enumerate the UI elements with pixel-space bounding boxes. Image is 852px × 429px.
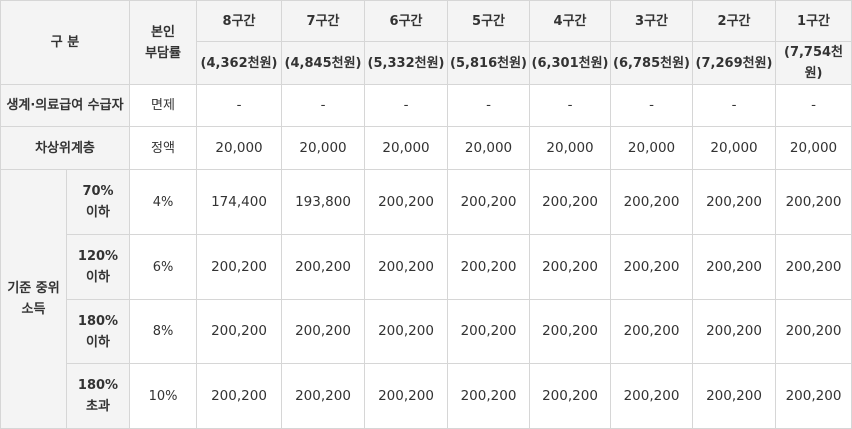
value-cell: - [447,84,531,127]
value-cell: 200,200 [775,169,852,235]
rate-cell: 면제 [129,84,198,127]
bracket-label: 5구간 [447,0,531,42]
value-cell: - [775,84,852,127]
bracket-amount: (7,754천원) [775,41,852,85]
value-cell: - [281,84,366,127]
row-label: 생계·의료급여 수급자 [0,84,131,127]
value-cell: - [610,84,694,127]
value-cell: 200,200 [447,234,531,300]
bracket-label: 3구간 [610,0,694,42]
table-row-income-70: 기준 중위 소득 70% 이하 4% 174,400 193,800 200,2… [0,169,852,429]
table-row-income-over-180: 180% 초과 10% 200,200 200,200 200,200 200,… [1,363,852,429]
rate-cell: 10% [129,363,198,429]
value-cell: 200,200 [364,169,449,235]
bracket-amount: (5,816천원) [447,41,531,85]
value-cell: - [364,84,449,127]
value-cell: 200,200 [281,299,366,364]
value-cell: 200,200 [692,363,777,429]
value-cell: 200,200 [281,234,366,300]
value-cell: 20,000 [364,126,449,170]
value-cell: 200,200 [610,299,694,364]
bracket-label: 6구간 [364,0,449,42]
rate-cell: 8% [129,299,198,364]
row-label: 차상위계층 [0,126,131,170]
bracket-label: 2구간 [692,0,777,42]
value-cell: 20,000 [447,126,531,170]
bracket-amount: (6,301천원) [529,41,612,85]
value-cell: - [196,84,283,127]
header-row-amount: (4,362천원) (4,845천원) (5,332천원) (5,816천원) … [1,41,852,85]
income-sub-label: 120% 이하 [65,234,131,300]
value-cell: 200,200 [692,234,777,300]
bracket-label: 7구간 [281,0,366,42]
value-cell: 200,200 [610,169,694,235]
value-cell: 20,000 [529,126,612,170]
copay-rate-header: 본인 부담률 [129,0,198,85]
income-sub-label: 70% 이하 [65,169,131,235]
value-cell: 200,200 [364,363,449,429]
table-row-medical-aid: 생계·의료급여 수급자 면제 - - - - - - - - [0,84,852,127]
table-row-near-poverty: 차상위계층 정액 20,000 20,000 20,000 20,000 20,… [0,126,852,170]
value-cell: 200,200 [692,299,777,364]
value-cell: 200,200 [610,234,694,300]
value-cell: 200,200 [447,299,531,364]
bracket-label: 1구간 [775,0,852,42]
value-cell: 174,400 [196,169,283,235]
value-cell: 200,200 [775,363,852,429]
bracket-label: 8구간 [196,0,283,42]
bracket-amount: (7,269천원) [692,41,777,85]
value-cell: 20,000 [281,126,366,170]
rate-cell: 6% [129,234,198,300]
income-group-label: 기준 중위 소득 [0,169,67,429]
value-cell: 20,000 [196,126,283,170]
bracket-amount: (6,785천원) [610,41,694,85]
value-cell: 200,200 [529,299,612,364]
income-sub-label: 180% 이하 [65,299,131,364]
value-cell: 200,200 [364,299,449,364]
category-header: 구 분 [0,0,131,85]
bracket-label: 4구간 [529,0,612,42]
value-cell: 20,000 [692,126,777,170]
value-cell: 200,200 [196,363,283,429]
value-cell: 200,200 [775,299,852,364]
bracket-amount: (4,362천원) [196,41,283,85]
value-cell: 200,200 [529,169,612,235]
rate-cell: 4% [129,169,198,235]
value-cell: 200,200 [529,234,612,300]
value-cell: 200,200 [447,363,531,429]
value-cell: 200,200 [529,363,612,429]
bracket-amount: (5,332천원) [364,41,449,85]
bracket-amount: (4,845천원) [281,41,366,85]
rate-cell: 정액 [129,126,198,170]
income-sub-label: 180% 초과 [65,363,131,429]
value-cell: 193,800 [281,169,366,235]
value-cell: 200,200 [447,169,531,235]
value-cell: 200,200 [196,299,283,364]
value-cell: 200,200 [281,363,366,429]
value-cell: 20,000 [610,126,694,170]
value-cell: 20,000 [775,126,852,170]
value-cell: 200,200 [364,234,449,300]
table-row-income-120: 120% 이하 6% 200,200 200,200 200,200 200,2… [1,234,852,300]
value-cell: 200,200 [610,363,694,429]
value-cell: - [692,84,777,127]
value-cell: 200,200 [692,169,777,235]
value-cell: 200,200 [196,234,283,300]
header-row-bracket: 구 분 본인 부담률 8구간 7구간 6구간 5구간 4구간 3구간 2구간 1… [0,0,852,85]
value-cell: 200,200 [775,234,852,300]
table-row-income-180: 180% 이하 8% 200,200 200,200 200,200 200,2… [1,299,852,364]
value-cell: - [529,84,612,127]
